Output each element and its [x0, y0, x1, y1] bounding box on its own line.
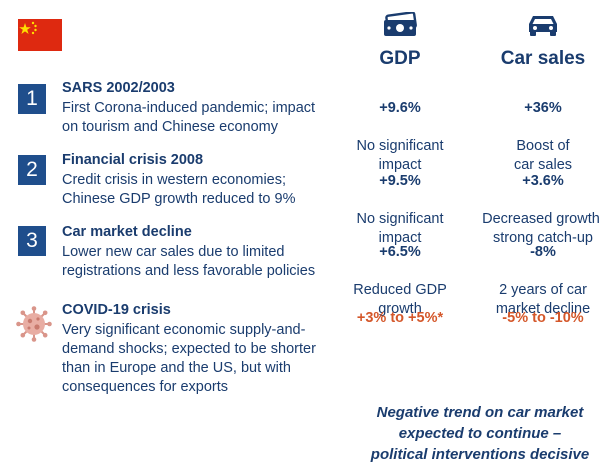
car-sales-column-header: Car sales [488, 12, 598, 70]
row-description: Lower new car sales due to limited regis… [62, 244, 316, 279]
row-title: SARS 2002/2003 [62, 80, 175, 96]
car-sales-value: +3.6% [522, 173, 564, 189]
row-description: Very significant economic supply-and- de… [62, 322, 316, 395]
gdp-cell: +6.5% Reduced GDP growth [340, 224, 460, 338]
row-number-badge: 1 [18, 84, 46, 114]
car-sales-cell: +36% Boost of car sales [478, 80, 600, 194]
car-sales-cell: +3.6% Decreased growth, strong catch-up [478, 153, 600, 267]
china-flag-icon [18, 19, 62, 51]
gdp-cell: +9.5% No significant impact [340, 153, 460, 267]
gdp-header-label: GDP [379, 48, 421, 69]
car-sales-value: -8% [530, 244, 556, 260]
car-sales-note: 2 years of car market decline [495, 282, 591, 317]
car-sales-note: Boost of car sales [513, 138, 573, 173]
gdp-value: +6.5% [379, 244, 421, 260]
gdp-note: No significant impact [356, 138, 444, 173]
gdp-value: +9.5% [379, 173, 421, 189]
gdp-column-header: GDP [352, 11, 448, 70]
car-sales-note: Decreased growth, strong catch-up [482, 211, 600, 246]
footer-note: Negative trend on car market expected to… [370, 404, 590, 463]
row-title: COVID-19 crisis [62, 302, 171, 318]
gdp-value: +9.6% [379, 100, 421, 116]
car-sales-value: +36% [524, 100, 562, 116]
car-sales-cell: -8% 2 years of car market decline [478, 224, 600, 338]
row-number-badge: 3 [18, 226, 46, 256]
car-sales-value: -5% to -10% [502, 310, 584, 326]
car-icon [488, 12, 598, 44]
gdp-value: +3% to +5%* [356, 310, 444, 326]
row-description: Credit crisis in western economies; Chin… [62, 172, 296, 207]
car-sales-header-label: Car sales [500, 48, 586, 69]
row-title: Car market decline [62, 224, 192, 240]
row-number-badge: 2 [18, 155, 46, 185]
gdp-note: Reduced GDP growth [353, 282, 447, 317]
gdp-note: No significant impact [356, 211, 444, 246]
gdp-cell: +9.6% No significant impact [340, 80, 460, 194]
row-description: First Corona-induced pandemic; impact on… [62, 100, 316, 135]
row-title: Financial crisis 2008 [62, 152, 204, 168]
money-icon [352, 11, 448, 44]
virus-icon [16, 306, 52, 347]
